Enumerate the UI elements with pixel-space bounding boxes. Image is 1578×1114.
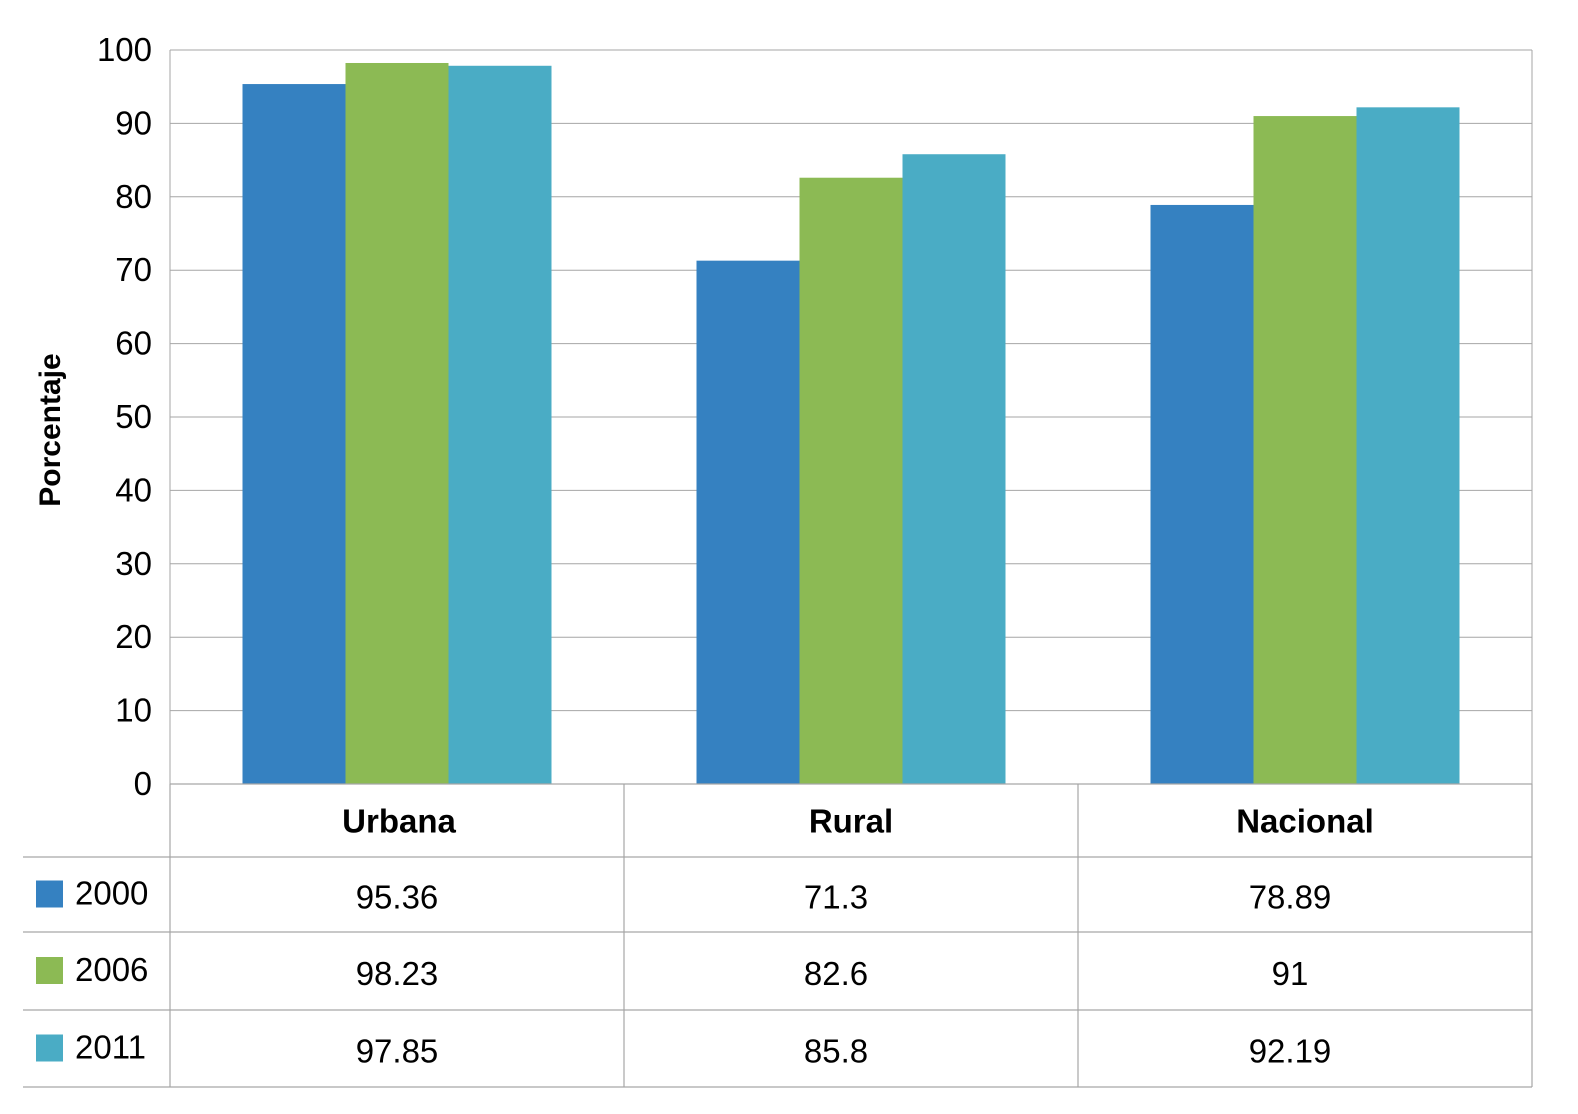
- y-tick-label: 100: [97, 31, 152, 68]
- bar-2006-nacional: [1253, 116, 1357, 784]
- bar-2011-nacional: [1356, 107, 1460, 785]
- y-axis-label: Porcentaje: [34, 353, 67, 506]
- legend-key-2006: [36, 957, 63, 984]
- y-tick-label: 60: [115, 325, 152, 362]
- y-tick-label: 90: [115, 104, 152, 141]
- bar-2000-urbana: [242, 84, 346, 784]
- category-label: Urbana: [342, 803, 456, 840]
- bar-2000-nacional: [1150, 204, 1254, 785]
- data-table: Urbana Rural Nacional 2000 95.36 71.3 78.89 200…: [23, 783, 1533, 1088]
- table-cell-value: 71.3: [804, 879, 868, 916]
- table-cell-value: 92.19: [1249, 1033, 1332, 1070]
- table-cell-value: 85.8: [804, 1033, 868, 1070]
- y-tick-label: 0: [134, 765, 152, 802]
- bar-2011-rural: [902, 154, 1006, 784]
- legend-label: 2006: [75, 951, 148, 988]
- y-tick-label: 50: [115, 398, 152, 435]
- bars: [242, 62, 1460, 785]
- y-tick-label: 70: [115, 251, 152, 288]
- y-tick-label: 10: [115, 692, 152, 729]
- table-cell-value: 98.23: [356, 955, 439, 992]
- table-cell-value: 78.89: [1249, 879, 1332, 916]
- y-axis-ticks: 0 10 20 30 40 50 60 70 80 90 100: [97, 31, 152, 802]
- y-tick-label: 30: [115, 545, 152, 582]
- table-cell-value: 82.6: [804, 955, 868, 992]
- legend-key-2011: [36, 1034, 63, 1062]
- legend-label: 2000: [75, 875, 148, 912]
- bar-2006-rural: [799, 177, 903, 784]
- table-cell-value: 95.36: [356, 879, 439, 916]
- legend-label: 2011: [75, 1029, 146, 1066]
- table-cell-value: 91: [1272, 955, 1309, 992]
- table-cell-value: 97.85: [356, 1033, 439, 1070]
- y-tick-label: 80: [115, 178, 152, 215]
- y-tick-label: 20: [115, 618, 152, 655]
- legend-key-2000: [36, 880, 63, 908]
- y-tick-label: 40: [115, 471, 152, 508]
- category-label: Nacional: [1236, 803, 1374, 840]
- bar-2000-rural: [696, 260, 800, 785]
- bar-2006-urbana: [345, 62, 449, 784]
- bar-2011-urbana: [448, 65, 552, 784]
- category-label: Rural: [809, 803, 893, 840]
